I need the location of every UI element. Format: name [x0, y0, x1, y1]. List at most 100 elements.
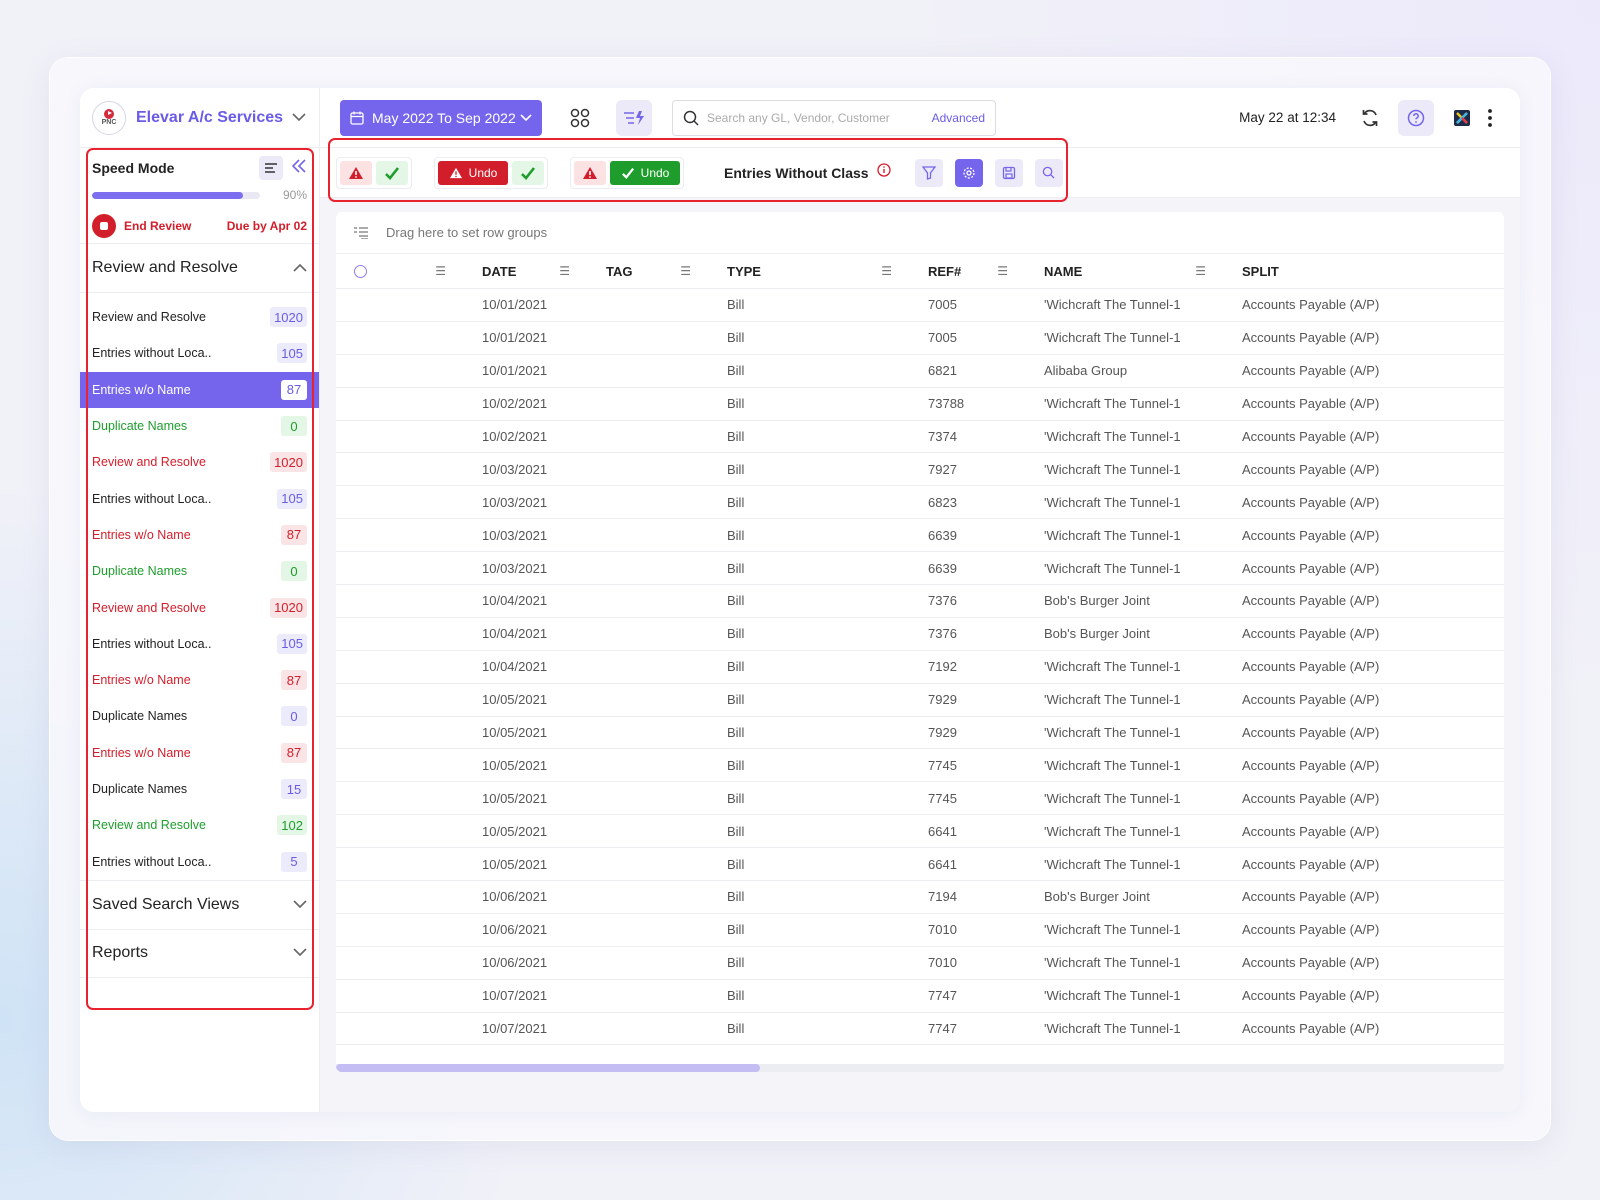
row-select-cell[interactable]	[336, 814, 464, 849]
row-group-dropzone[interactable]: Drag here to set row groups	[336, 212, 1504, 254]
column-header[interactable]: TAG ☰	[588, 254, 709, 289]
review-item[interactable]: Entries without Loca.. 105	[80, 480, 319, 516]
row-select-cell[interactable]	[336, 617, 464, 651]
table-row[interactable]: 10/06/2021 Bill 7194 Bob's Burger Joint Acco…	[336, 880, 1504, 914]
info-icon[interactable]	[876, 163, 891, 182]
refresh-icon[interactable]	[1352, 100, 1388, 136]
row-select-cell[interactable]	[336, 420, 464, 454]
horizontal-scrollbar[interactable]	[336, 1064, 1504, 1072]
column-menu-icon[interactable]: ☰	[881, 264, 892, 278]
table-row[interactable]: 10/03/2021 Bill 6639 'Wichcraft The Tunnel-…	[336, 518, 1504, 553]
column-header[interactable]: TYPE ☰	[709, 254, 910, 289]
scrollbar-thumb[interactable]	[336, 1064, 760, 1072]
review-item[interactable]: Entries w/o Name 87	[80, 735, 319, 771]
row-select-cell[interactable]	[336, 518, 464, 553]
review-item[interactable]: Review and Resolve 1020	[80, 444, 319, 480]
save-icon[interactable]	[994, 158, 1023, 187]
advanced-search-link[interactable]: Advanced	[931, 110, 985, 125]
flag-button[interactable]	[574, 160, 606, 185]
row-select-cell[interactable]	[336, 288, 464, 322]
table-row[interactable]: 10/01/2021 Bill 7005 'Wichcraft The Tunnel-…	[336, 321, 1504, 355]
review-item[interactable]: Entries w/o Name 87	[80, 662, 319, 698]
review-item[interactable]: Duplicate Names 15	[80, 771, 319, 807]
review-item[interactable]: Entries w/o Name 87	[80, 517, 319, 553]
search-icon[interactable]	[1034, 158, 1063, 187]
flag-button[interactable]	[340, 160, 372, 185]
review-item[interactable]: Entries without Loca.. 5	[80, 843, 319, 879]
row-select-cell[interactable]	[336, 781, 464, 816]
row-select-cell[interactable]	[336, 913, 464, 947]
review-item[interactable]: Review and Resolve 1020	[80, 589, 319, 625]
undo-approve-button[interactable]: Undo	[610, 160, 680, 185]
review-section-header[interactable]: Review and Resolve	[80, 244, 319, 293]
approve-button[interactable]	[376, 160, 408, 185]
column-menu-icon[interactable]: ☰	[1195, 264, 1206, 278]
row-select-cell[interactable]	[336, 321, 464, 355]
select-column-header[interactable]: ☰	[336, 254, 464, 289]
double-chevron-left-icon[interactable]	[291, 158, 307, 178]
row-select-cell[interactable]	[336, 452, 464, 487]
table-row[interactable]: 10/01/2021 Bill 6821 Alibaba Group Accounts …	[336, 354, 1504, 388]
filter-lines-icon[interactable]	[259, 156, 283, 180]
help-icon[interactable]	[1398, 99, 1434, 136]
table-row[interactable]: 10/05/2021 Bill 6641 'Wichcraft The Tunnel-…	[336, 847, 1504, 882]
review-item[interactable]: Review and Resolve 1020	[80, 299, 319, 335]
brand-header[interactable]: PNC Elevar A/c Services	[80, 88, 319, 148]
review-item[interactable]: Duplicate Names 0	[80, 408, 319, 444]
table-row[interactable]: 10/02/2021 Bill 73788 'Wichcraft The Tunnel…	[336, 387, 1504, 421]
column-menu-icon[interactable]: ☰	[435, 264, 446, 278]
end-review-button[interactable]	[92, 214, 116, 238]
undo-flag-button[interactable]: Undo	[438, 160, 508, 185]
table-row[interactable]: 10/04/2021 Bill 7376 Bob's Burger Joint Acco…	[336, 617, 1504, 651]
row-select-cell[interactable]	[336, 847, 464, 882]
end-review-label[interactable]: End Review	[124, 219, 192, 233]
table-row[interactable]: 10/01/2021 Bill 7005 'Wichcraft The Tunnel-…	[336, 288, 1504, 322]
review-item[interactable]: Entries w/o Name 87	[80, 371, 319, 408]
table-row[interactable]: 10/03/2021 Bill 7927 'Wichcraft The Tunnel-…	[336, 452, 1504, 487]
column-menu-icon[interactable]: ☰	[997, 264, 1008, 278]
table-row[interactable]: 10/07/2021 Bill 7747 'Wichcraft The Tunnel-…	[336, 979, 1504, 1013]
table-row[interactable]: 10/06/2021 Bill 7010 'Wichcraft The Tunnel-…	[336, 913, 1504, 947]
row-select-cell[interactable]	[336, 584, 464, 618]
table-row[interactable]: 10/05/2021 Bill 7929 'Wichcraft The Tunnel-…	[336, 716, 1504, 750]
table-row[interactable]: 10/04/2021 Bill 7376 Bob's Burger Joint Acco…	[336, 584, 1504, 618]
column-menu-icon[interactable]: ☰	[680, 264, 691, 278]
table-row[interactable]: 10/07/2021 Bill 7747 'Wichcraft The Tunnel-…	[336, 1012, 1504, 1046]
row-select-cell[interactable]	[336, 683, 464, 717]
grid-icon[interactable]	[562, 100, 598, 136]
table-row[interactable]: 10/02/2021 Bill 7374 'Wichcraft The Tunnel-…	[336, 420, 1504, 454]
app-logo-icon[interactable]	[1444, 100, 1480, 136]
review-item[interactable]: Entries without Loca.. 105	[80, 335, 319, 371]
chevron-down-icon[interactable]	[291, 110, 307, 126]
select-all-radio[interactable]	[354, 264, 367, 278]
reports-header[interactable]: Reports	[80, 928, 319, 978]
table-row[interactable]: 10/06/2021 Bill 7010 'Wichcraft The Tunnel-…	[336, 946, 1504, 980]
chevron-down-icon[interactable]	[293, 896, 307, 914]
table-row[interactable]: 10/04/2021 Bill 7192 'Wichcraft The Tunnel-…	[336, 650, 1504, 684]
row-select-cell[interactable]	[336, 354, 464, 388]
table-row[interactable]: 10/03/2021 Bill 6823 'Wichcraft The Tunnel-…	[336, 485, 1504, 520]
search-box[interactable]: Advanced	[672, 99, 996, 136]
table-row[interactable]: 10/05/2021 Bill 6641 'Wichcraft The Tunnel-…	[336, 814, 1504, 849]
date-range-button[interactable]: May 2022 To Sep 2022	[340, 99, 542, 136]
table-row[interactable]: 10/05/2021 Bill 7745 'Wichcraft The Tunnel-…	[336, 748, 1504, 783]
table-row[interactable]: 10/05/2021 Bill 7745 'Wichcraft The Tunnel-…	[336, 781, 1504, 816]
row-select-cell[interactable]	[336, 387, 464, 421]
row-select-cell[interactable]	[336, 979, 464, 1013]
review-item[interactable]: Entries without Loca.. 105	[80, 626, 319, 662]
review-item[interactable]: Duplicate Names 0	[80, 553, 319, 589]
row-select-cell[interactable]	[336, 1012, 464, 1046]
table-row[interactable]: 10/03/2021 Bill 6639 'Wichcraft The Tunnel-…	[336, 551, 1504, 586]
row-select-cell[interactable]	[336, 485, 464, 520]
search-input[interactable]	[707, 110, 932, 125]
filter-icon[interactable]	[914, 158, 943, 187]
settings-icon[interactable]	[954, 158, 983, 187]
speed-sort-icon[interactable]	[616, 99, 652, 136]
column-header[interactable]: SPLIT	[1224, 254, 1504, 289]
row-select-cell[interactable]	[336, 650, 464, 684]
row-select-cell[interactable]	[336, 748, 464, 783]
column-header[interactable]: NAME ☰	[1026, 254, 1224, 289]
table-row[interactable]: 10/05/2021 Bill 7929 'Wichcraft The Tunnel-…	[336, 683, 1504, 717]
row-select-cell[interactable]	[336, 551, 464, 586]
row-select-cell[interactable]	[336, 716, 464, 750]
